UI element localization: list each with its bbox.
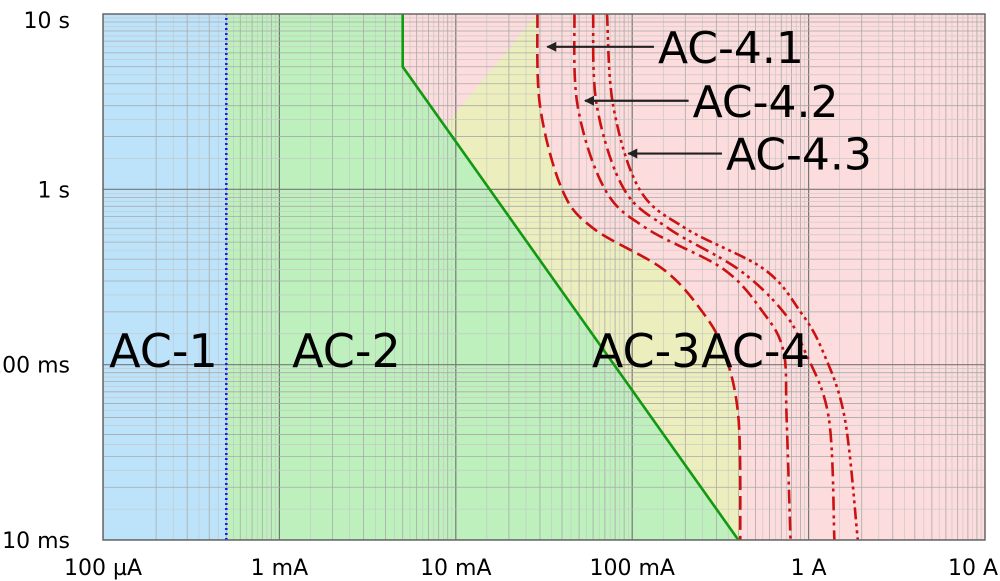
y-tick-label: 10 ms xyxy=(2,529,70,554)
zone-regions xyxy=(103,14,985,540)
region-label-ac-4: AC-4 xyxy=(701,324,810,378)
annotation-label-ac-4-3: AC-4.3 xyxy=(726,130,872,181)
curve-c4 xyxy=(605,14,860,540)
curve-b xyxy=(401,14,740,540)
y-axis-tick-labels: 10 s 1 s 100 ms 10 ms xyxy=(0,9,70,554)
region-label-ac-1: AC-1 xyxy=(109,324,218,378)
plot-frame xyxy=(102,13,986,541)
grid-lines xyxy=(103,14,985,540)
x-tick-label: 10 A xyxy=(948,556,998,581)
curve-annotations: AC-4.1AC-4.2AC-4.3 xyxy=(546,23,872,181)
annotation-label-ac-4-2: AC-4.2 xyxy=(693,77,839,128)
curve-c3 xyxy=(591,14,836,540)
curve-c1 xyxy=(536,14,742,540)
y-tick-label: 1 s xyxy=(38,178,70,203)
x-tick-label: 1 mA xyxy=(251,556,308,581)
region-label-ac-3: AC-3 xyxy=(592,324,701,378)
y-tick-label: 100 ms xyxy=(0,354,70,379)
y-tick-label: 10 s xyxy=(24,9,70,34)
region-labels: AC-1 AC-2 AC-3 AC-4 xyxy=(109,324,810,378)
x-axis-tick-labels: 100 µA 1 mA 10 mA 100 mA 1 A 10 A xyxy=(64,556,998,581)
x-tick-label: 100 µA xyxy=(64,556,142,581)
curve-c2 xyxy=(572,14,792,540)
annotation-label-ac-4-1: AC-4.1 xyxy=(658,23,804,74)
region-label-ac-2: AC-2 xyxy=(292,324,401,378)
x-tick-label: 10 mA xyxy=(420,556,491,581)
region-ac-1 xyxy=(103,14,227,540)
x-tick-label: 100 mA xyxy=(589,556,674,581)
region-ac-2 xyxy=(103,14,739,540)
x-tick-label: 1 A xyxy=(791,556,827,581)
boundary-curves xyxy=(225,14,860,540)
